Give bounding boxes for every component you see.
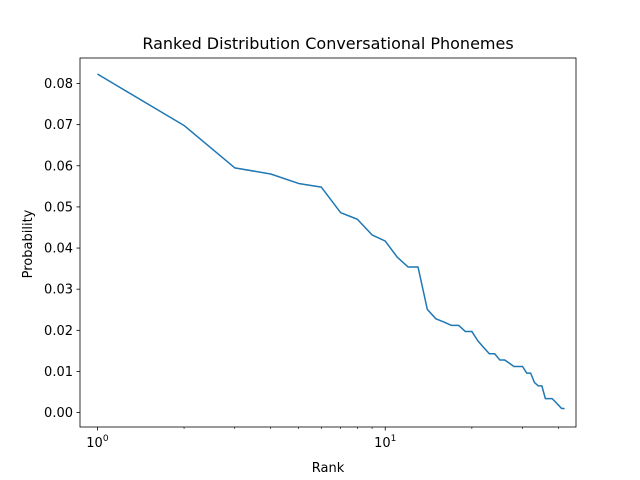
y-tick-label: 0.02: [44, 324, 73, 339]
chart-title: Ranked Distribution Conversational Phone…: [142, 34, 513, 53]
y-tick-label: 0.00: [44, 406, 73, 421]
y-tick-label: 0.03: [44, 283, 73, 298]
series-line-0: [97, 73, 565, 410]
y-axis-title: Probability: [21, 209, 36, 278]
y-tick-label: 0.06: [44, 159, 73, 174]
y-tick-label: 0.05: [44, 200, 73, 215]
plot-frame: [79, 57, 577, 428]
y-tick-label: 0.04: [44, 242, 73, 257]
y-tick-label: 0.01: [44, 365, 73, 380]
x-axis-title: Rank: [312, 461, 345, 476]
y-tick-label: 0.07: [44, 118, 73, 133]
y-tick-label: 0.08: [44, 77, 73, 92]
